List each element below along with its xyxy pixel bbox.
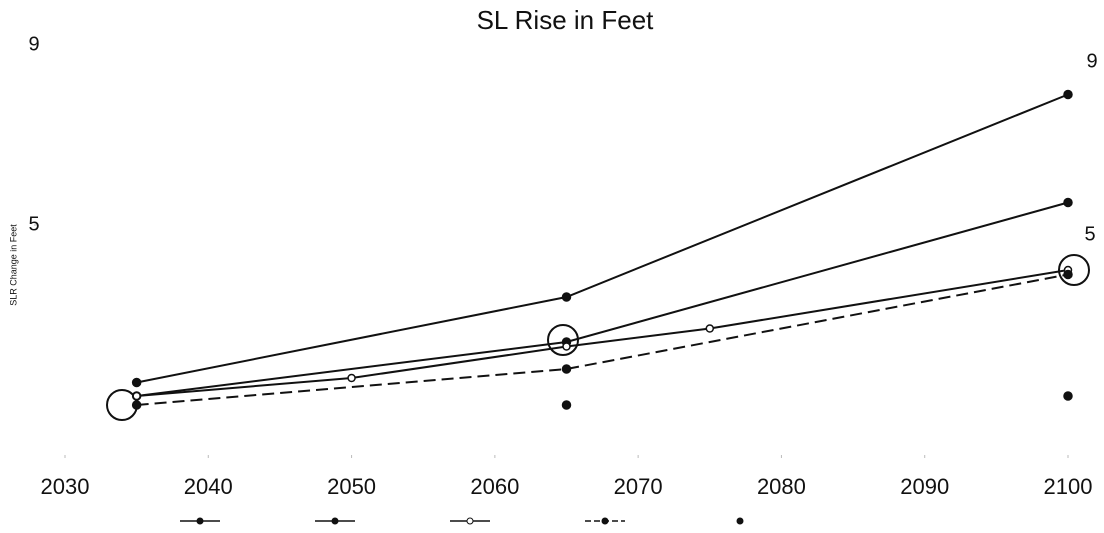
y-tick-label: 9 xyxy=(28,33,39,55)
data-point xyxy=(561,292,572,302)
series-line xyxy=(136,93,1069,384)
data-point xyxy=(561,364,572,374)
data-point xyxy=(1063,197,1073,208)
data-point xyxy=(347,373,356,383)
highlight-ring xyxy=(1058,254,1090,286)
x-tick-label: 2050 xyxy=(327,474,376,499)
data-point xyxy=(1063,391,1073,401)
chart-title: SL Rise in Feet xyxy=(477,5,655,35)
data-point xyxy=(1063,269,1073,280)
annotation: 9 xyxy=(1086,50,1097,72)
legend-marker xyxy=(736,517,744,525)
series-line xyxy=(136,201,1069,397)
annotation: 5 xyxy=(1084,223,1095,245)
x-tick-label: 2100 xyxy=(1044,474,1093,499)
highlight-ring xyxy=(547,324,579,356)
data-point xyxy=(562,342,571,351)
data-point xyxy=(132,391,141,401)
data-point xyxy=(131,377,142,388)
x-tick-label: 2030 xyxy=(41,474,90,499)
data-point xyxy=(561,400,572,410)
legend-marker xyxy=(601,517,609,525)
data-point xyxy=(131,400,142,410)
legend-marker xyxy=(331,517,339,525)
data-point xyxy=(1063,89,1073,100)
legend-marker xyxy=(466,517,474,525)
x-tick-label: 2080 xyxy=(757,474,806,499)
data-point xyxy=(705,324,715,333)
y-tick-label: 5 xyxy=(28,213,39,235)
x-tick-label: 2060 xyxy=(470,474,519,499)
x-tick-label: 2040 xyxy=(184,474,233,499)
legend-marker xyxy=(196,517,204,525)
x-tick-label: 2070 xyxy=(614,474,663,499)
x-tick-label: 2090 xyxy=(900,474,949,499)
y-axis-label: SLR Change in Feet xyxy=(8,224,18,306)
series-line xyxy=(136,273,1069,406)
